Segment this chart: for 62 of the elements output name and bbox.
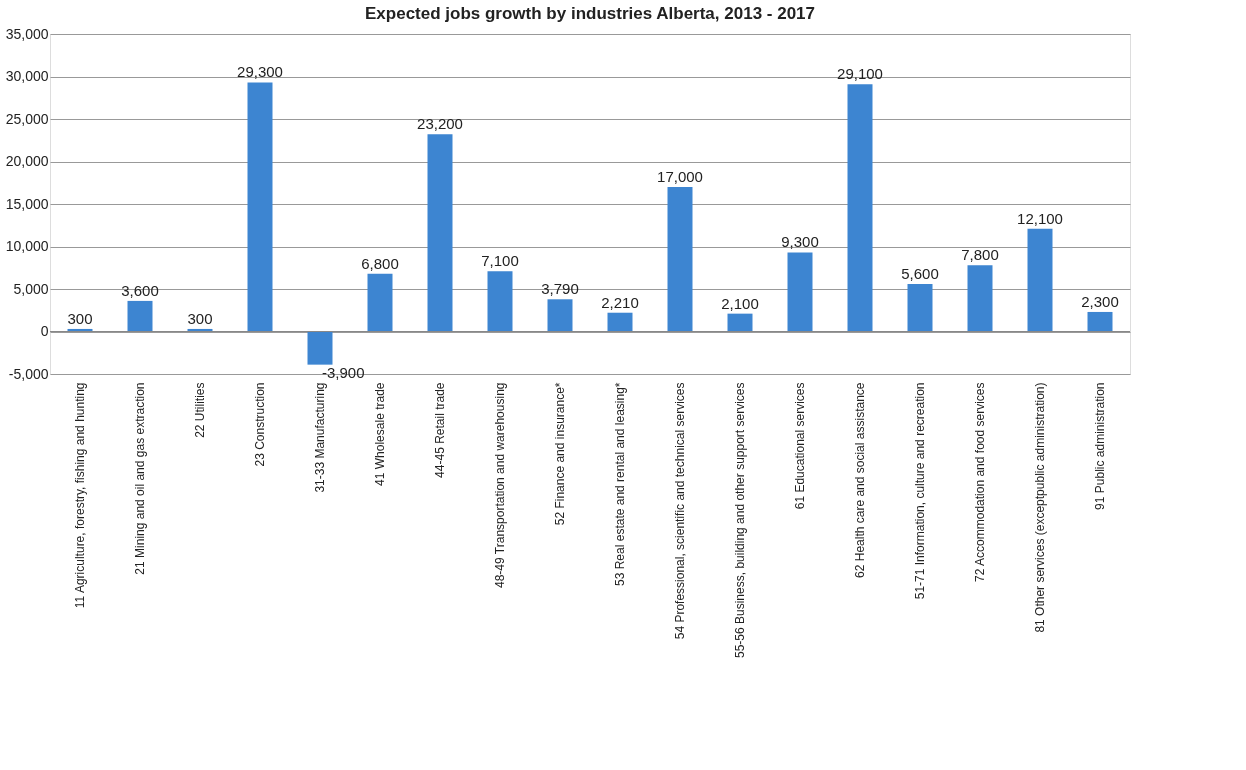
- x-tick-label: 53 Real estate and rental and leasing*: [613, 382, 627, 586]
- bar: [847, 84, 873, 332]
- x-tick-label: 11 Agriculture, forestry, fishing and hunting: [73, 382, 87, 609]
- x-tick-label: 51-71 Information, culture and recreation: [913, 382, 927, 600]
- data-label: 5,600: [901, 264, 939, 282]
- data-label: 29,300: [237, 63, 283, 81]
- x-tick-label: 22 Utilities: [193, 382, 207, 438]
- data-label: 29,100: [837, 65, 883, 83]
- data-label: 7,100: [481, 252, 519, 270]
- chart-title: Expected jobs growth by industries Alberta, 2013 - 2017: [364, 4, 816, 23]
- bar: [247, 82, 273, 332]
- y-tick-label: 20,000: [5, 153, 49, 169]
- bar: [307, 331, 333, 365]
- data-label: 2,300: [1081, 292, 1119, 310]
- x-tick-label: 31-33 Manufacturing: [313, 382, 327, 493]
- data-label: 9,300: [781, 233, 819, 251]
- data-label: 17,000: [657, 168, 703, 185]
- x-tick-label: 62 Health care and social assistance: [853, 382, 867, 578]
- bar: [727, 313, 753, 332]
- x-tick-label: 81 Other services (exceptpublic administration): [1033, 382, 1047, 633]
- y-tick-label: 30,000: [5, 68, 49, 84]
- y-tick-label: 0: [40, 323, 49, 339]
- y-tick-label: -5,000: [8, 365, 49, 382]
- bar: [607, 312, 633, 332]
- data-label: -3,900: [322, 363, 365, 381]
- bar: [487, 271, 513, 332]
- x-tick-label: 91 Public administration: [1093, 382, 1107, 510]
- x-tick-label: 55-56 Business, building and other support services: [733, 382, 747, 658]
- data-label: 2,100: [721, 294, 759, 312]
- bar: [787, 252, 813, 332]
- data-label: 12,100: [1017, 209, 1063, 227]
- data-label: 3,600: [121, 281, 159, 299]
- bar: [127, 300, 153, 332]
- data-label: 6,800: [361, 254, 399, 272]
- bar: [367, 273, 393, 332]
- bar: [1027, 228, 1053, 332]
- data-label: 300: [187, 309, 213, 327]
- x-tick-label: 21 Mining and oil and gas extraction: [133, 382, 147, 575]
- x-tick-label: 48-49 Transportation and warehousing: [493, 382, 507, 588]
- x-tick-label: 44-45 Retail trade: [433, 382, 447, 478]
- x-tick-label: 61 Educational services: [793, 382, 807, 510]
- data-label: 300: [67, 309, 93, 327]
- bar: [667, 187, 693, 332]
- data-label: 2,210: [601, 293, 639, 311]
- y-tick-label: 5,000: [13, 280, 49, 297]
- bar: [1087, 311, 1113, 332]
- x-tick-label: 23 Construction: [253, 382, 267, 467]
- data-label: 23,200: [417, 115, 463, 133]
- bar: [547, 299, 573, 332]
- y-tick-label: 15,000: [5, 195, 49, 212]
- x-tick-label: 54 Professional, scientific and technical services: [673, 382, 687, 640]
- data-label: 3,790: [541, 280, 579, 298]
- y-tick-label: 10,000: [5, 238, 49, 254]
- y-tick-label: 35,000: [5, 25, 49, 42]
- x-tick-label: 41 Wholesale trade: [373, 382, 387, 486]
- bar: [427, 134, 453, 332]
- bar: [907, 283, 933, 332]
- bar: [967, 265, 993, 332]
- x-tick-label: 52 Finance and insurance*: [553, 382, 567, 526]
- x-tick-label: 72 Accommodation and food services: [973, 382, 987, 582]
- y-tick-label: 25,000: [5, 110, 49, 127]
- data-label: 7,800: [961, 246, 999, 264]
